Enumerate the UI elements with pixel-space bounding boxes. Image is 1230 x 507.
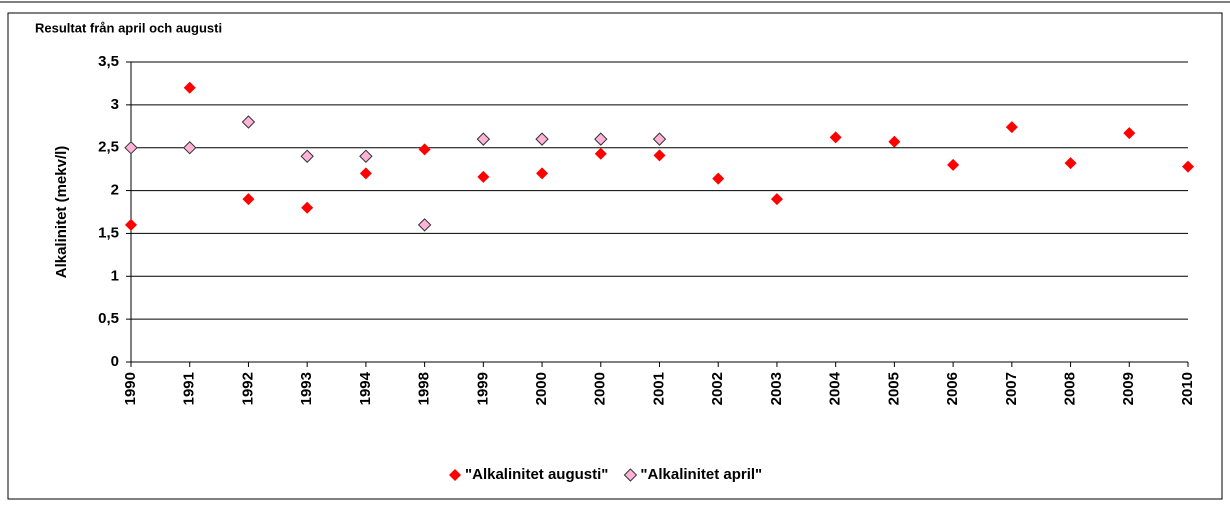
y-tick-label: 3,5 <box>98 53 119 70</box>
x-tick-label: 2009 <box>1120 372 1137 405</box>
marker <box>770 193 783 206</box>
marker <box>124 141 138 155</box>
marker <box>1123 127 1136 140</box>
y-tick-label: 1,5 <box>98 224 119 241</box>
y-tick-label: 2 <box>111 182 119 199</box>
x-tick-label: 1993 <box>298 372 315 405</box>
marker <box>888 135 901 148</box>
chart-frame <box>7 12 1223 500</box>
marker <box>652 132 667 146</box>
y-tick-label: 3 <box>111 96 119 113</box>
marker <box>594 132 608 146</box>
marker <box>301 201 314 214</box>
legend-label: "Alkalinitet augusti" <box>465 466 608 483</box>
marker <box>359 149 373 163</box>
marker <box>476 132 491 146</box>
marker <box>829 131 842 144</box>
x-tick-label: 2007 <box>1003 372 1020 405</box>
x-tick-label: 1992 <box>239 372 256 405</box>
x-tick-label: 1998 <box>416 372 433 405</box>
x-tick-label: 2002 <box>709 372 726 405</box>
y-tick-label: 1 <box>111 267 119 284</box>
marker <box>418 143 431 156</box>
marker <box>535 132 549 146</box>
marker <box>242 193 255 206</box>
x-tick-label: 2005 <box>885 372 902 405</box>
x-tick-label: 2001 <box>650 372 667 405</box>
marker <box>241 115 256 129</box>
x-tick-label: 1991 <box>181 372 198 405</box>
marker <box>1064 157 1077 170</box>
x-tick-label: 2003 <box>768 372 785 405</box>
marker <box>1005 121 1018 134</box>
marker <box>712 172 725 185</box>
y-tick-label: 0 <box>111 353 119 370</box>
y-axis-label: Alkalinitet (mekv/l) <box>53 146 70 279</box>
x-tick-label: 1990 <box>122 372 139 405</box>
x-tick-label: 2006 <box>944 372 961 405</box>
marker <box>183 81 196 94</box>
marker <box>183 141 197 155</box>
marker <box>594 147 607 160</box>
x-tick-label: 2008 <box>1062 372 1079 405</box>
legend-marker <box>449 469 461 481</box>
x-tick-label: 1999 <box>474 372 491 405</box>
marker <box>536 167 549 180</box>
marker <box>653 149 666 162</box>
chart-title: Resultat från april och augusti <box>35 20 222 35</box>
x-tick-label: 2010 <box>1179 372 1196 405</box>
marker <box>477 170 490 183</box>
x-tick-label: 2004 <box>827 371 844 405</box>
marker <box>300 149 314 163</box>
legend-label: "Alkalinitet april" <box>640 466 762 483</box>
legend-marker <box>623 468 638 482</box>
marker <box>359 167 372 180</box>
x-tick-label: 2000 <box>533 372 550 405</box>
y-tick-label: 0,5 <box>98 310 119 327</box>
marker <box>947 158 960 171</box>
y-tick-label: 2,5 <box>98 139 119 156</box>
x-tick-label: 2000 <box>592 372 609 405</box>
marker <box>125 218 137 231</box>
marker <box>417 218 432 232</box>
marker <box>1182 160 1194 173</box>
x-tick-label: 1994 <box>357 371 374 405</box>
